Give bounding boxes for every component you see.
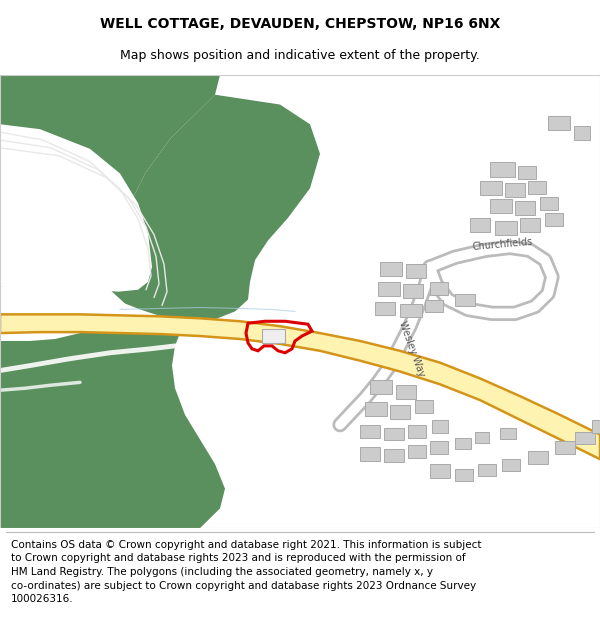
Text: Contains OS data © Crown copyright and database right 2021. This information is : Contains OS data © Crown copyright and d… [11,540,481,604]
Bar [408,446,426,458]
Bar [365,402,387,416]
Bar [500,428,516,439]
Bar [490,162,515,177]
Bar [415,400,433,413]
Bar [378,282,400,296]
Bar [490,199,512,213]
Bar [502,459,520,471]
Bar [360,425,380,439]
Bar [528,451,548,464]
Bar [555,441,575,454]
Bar [360,448,380,461]
Bar [408,425,426,438]
Bar [430,464,450,478]
Bar [403,284,423,298]
Polygon shape [0,124,152,292]
Bar [574,126,590,140]
Polygon shape [0,75,220,287]
Bar [540,197,558,210]
Bar [380,262,402,276]
Bar [528,181,546,194]
Bar [400,304,422,318]
Bar [515,201,535,215]
Bar [455,438,471,449]
Polygon shape [100,95,320,321]
Bar [396,385,416,399]
Bar [432,420,448,432]
Bar [384,449,404,462]
Bar [370,381,392,394]
Bar [548,116,570,130]
Bar [425,299,443,312]
Bar [406,264,426,278]
Bar [495,221,517,234]
Text: Churchfields: Churchfields [472,237,533,252]
Bar [505,183,525,197]
Text: Wesley Way: Wesley Way [397,319,427,378]
Bar [478,464,496,476]
Bar [592,420,600,432]
Polygon shape [0,314,600,459]
Bar [545,213,563,226]
Bar [384,428,404,441]
Bar [575,432,595,444]
Bar [518,166,536,179]
Bar [430,282,448,294]
Bar [520,218,540,232]
Bar [430,441,448,454]
Bar [470,218,490,232]
Bar [455,294,475,306]
Polygon shape [262,329,285,343]
Bar [375,301,395,316]
Bar [480,181,502,195]
Bar [475,432,489,443]
Bar [455,469,473,481]
Bar [390,405,410,419]
Text: WELL COTTAGE, DEVAUDEN, CHEPSTOW, NP16 6NX: WELL COTTAGE, DEVAUDEN, CHEPSTOW, NP16 6… [100,16,500,31]
Polygon shape [0,326,225,528]
Text: Map shows position and indicative extent of the property.: Map shows position and indicative extent… [120,49,480,62]
